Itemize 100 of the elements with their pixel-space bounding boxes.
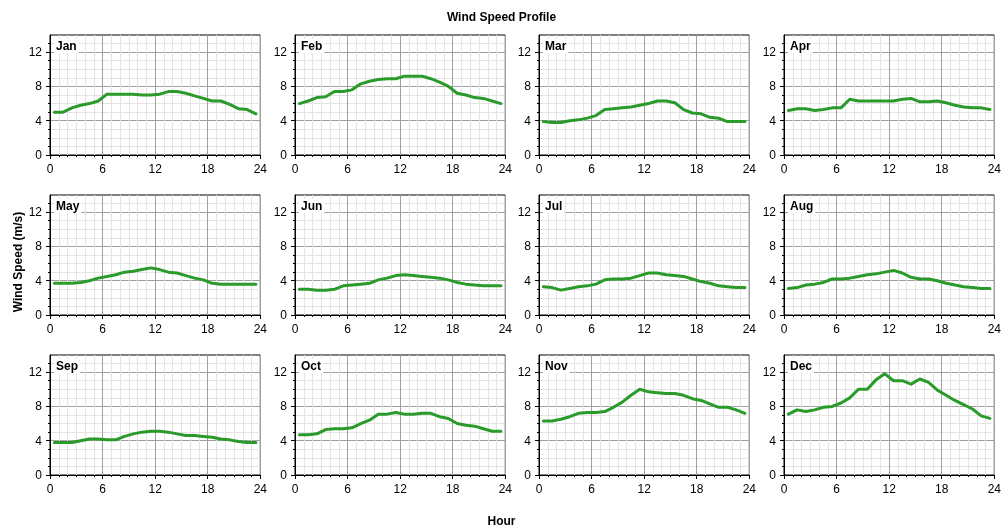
y-tick-label: 4	[279, 113, 287, 128]
annotation: Mar	[545, 39, 567, 53]
line-series	[52, 90, 258, 116]
y-tick-label: 4	[768, 273, 776, 288]
x-tick-label: 0	[46, 322, 54, 336]
y-tick-label: 12	[273, 205, 287, 220]
annotation: Oct	[300, 359, 321, 373]
x-tick-label: 12	[637, 322, 652, 336]
annotation: Jul	[545, 199, 563, 213]
y-tick-label: 4	[279, 273, 287, 288]
y-tick-label: 8	[279, 239, 287, 254]
y-tick-label: 12	[28, 205, 43, 220]
x-tick-label: 12	[148, 482, 163, 496]
line-series	[297, 410, 502, 437]
annotation: Dec	[789, 359, 812, 373]
x-tick-label: 12	[392, 482, 407, 496]
y-tick-label: 4	[35, 273, 43, 288]
x-tick-label: 6	[832, 482, 840, 496]
y-tick-label: 0	[35, 148, 43, 162]
x-tick-label: 24	[498, 482, 512, 496]
x-tick-label: 6	[832, 162, 840, 176]
y-tick-label: 0	[768, 468, 776, 482]
x-tick-label: 24	[253, 482, 268, 496]
y-tick-label: 0	[524, 308, 532, 322]
line-series	[541, 99, 747, 124]
x-tick-label: 0	[291, 162, 299, 176]
x-tick-label: 24	[253, 162, 268, 176]
x-tick-label: 0	[780, 322, 788, 336]
y-tick-label: 0	[279, 148, 287, 162]
chart-title: Wind Speed Profile	[445, 10, 558, 24]
y-tick-label: 12	[762, 205, 776, 220]
y-tick-label: 12	[517, 45, 532, 60]
y-tick-label: 8	[768, 239, 776, 254]
x-tick-label: 24	[742, 162, 757, 176]
y-tick-label: 8	[524, 399, 532, 414]
x-tick-label: 0	[535, 482, 543, 496]
y-tick-label: 12	[517, 205, 532, 220]
y-tick-label: 8	[524, 79, 532, 94]
x-tick-label: 18	[445, 482, 460, 496]
annotation: Aug	[789, 199, 813, 213]
x-tick-label: 24	[987, 322, 1001, 336]
x-tick-label: 18	[934, 482, 949, 496]
x-tick-label: 0	[291, 482, 299, 496]
y-axis-title: Wind Speed (m/s)	[11, 211, 25, 313]
x-tick-label: 0	[291, 322, 299, 336]
x-tick-label: 18	[445, 162, 460, 176]
x-tick-label: 18	[690, 322, 704, 336]
y-tick-label: 8	[279, 79, 287, 94]
x-tick-label: 12	[881, 482, 896, 496]
annotation: May	[56, 199, 80, 213]
x-tick-label: 12	[392, 322, 407, 336]
x-tick-label: 18	[934, 322, 949, 336]
x-tick-label: 12	[881, 322, 896, 336]
y-tick-label: 0	[768, 308, 776, 322]
x-tick-label: 6	[343, 322, 351, 336]
x-tick-label: 6	[343, 482, 351, 496]
y-tick-label: 4	[768, 433, 776, 448]
y-tick-label: 12	[28, 45, 43, 60]
y-tick-label: 8	[768, 399, 776, 414]
x-tick-label: 6	[832, 322, 840, 336]
y-tick-label: 8	[768, 79, 776, 94]
y-tick-label: 4	[768, 113, 776, 128]
annotation: Sep	[56, 359, 79, 373]
x-tick-label: 18	[201, 482, 215, 496]
line-series	[297, 273, 502, 292]
line-series	[786, 268, 991, 290]
y-tick-label: 8	[35, 79, 43, 94]
y-tick-label: 12	[762, 365, 776, 380]
y-tick-label: 4	[279, 433, 287, 448]
y-tick-label: 8	[279, 399, 287, 414]
annotation: Feb	[300, 39, 322, 53]
x-tick-label: 18	[201, 322, 215, 336]
x-tick-label: 18	[934, 162, 949, 176]
y-tick-label: 12	[762, 45, 776, 60]
x-tick-label: 12	[637, 482, 652, 496]
y-tick-label: 8	[524, 239, 532, 254]
x-tick-label: 18	[690, 482, 704, 496]
x-tick-label: 0	[780, 162, 788, 176]
y-tick-label: 0	[524, 468, 532, 482]
x-tick-label: 24	[987, 482, 1001, 496]
y-tick-label: 12	[273, 45, 287, 60]
x-tick-label: 6	[588, 482, 596, 496]
line-series	[541, 387, 747, 423]
x-tick-label: 12	[881, 162, 896, 176]
x-tick-label: 12	[148, 162, 163, 176]
x-tick-label: 6	[343, 162, 351, 176]
annotation: Jan	[56, 39, 77, 53]
x-tick-label: 18	[445, 322, 460, 336]
line-series	[541, 271, 747, 292]
x-tick-label: 12	[637, 162, 652, 176]
x-tick-label: 6	[588, 322, 596, 336]
y-tick-label: 0	[35, 308, 43, 322]
x-tick-label: 0	[535, 162, 543, 176]
y-tick-label: 8	[35, 239, 43, 254]
y-tick-label: 0	[524, 148, 532, 162]
x-tick-label: 24	[742, 322, 757, 336]
x-tick-label: 18	[690, 162, 704, 176]
y-tick-label: 4	[524, 273, 532, 288]
x-tick-label: 24	[498, 322, 512, 336]
annotation: Nov	[545, 359, 568, 373]
